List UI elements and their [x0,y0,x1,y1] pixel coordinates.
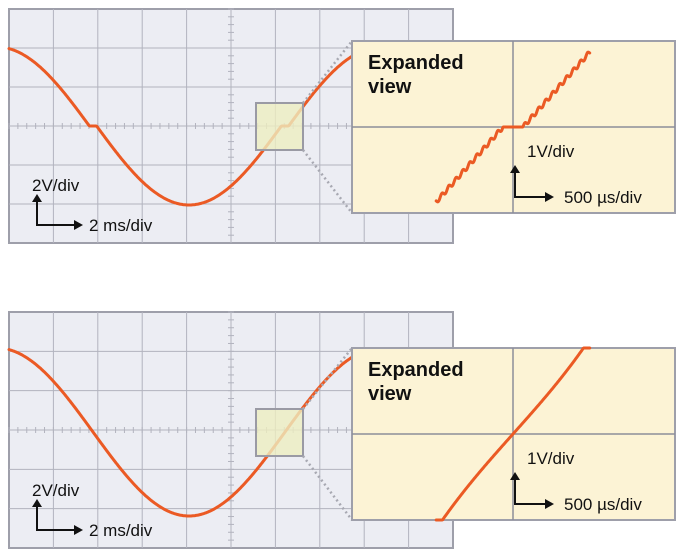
expanded-waveform-trace [434,50,592,204]
zoom-right-arrow-icon [545,192,554,202]
zoom-up-arrow-icon [510,165,520,173]
expanded-view-window: Expanded view 1V/div 500 µs/div [351,40,676,214]
bottom-oscilloscope-panel: 2V/div 2 ms/div Expanded view 1V/div 500… [7,311,676,549]
horizontal-scale-label: 2 ms/div [89,216,153,235]
main-scale-indicator: 2V/div 2 ms/div [32,481,153,540]
main-scale-indicator: 2V/div 2 ms/div [32,176,153,235]
zoom-leader-line-bottom [302,149,353,214]
zoom-vertical-scale-label: 1V/div [527,142,575,161]
right-arrow-icon [74,220,83,230]
zoom-up-arrow-icon [510,472,520,480]
expanded-view-title-line2: view [368,383,412,405]
zoom-region-box [255,408,304,457]
vertical-scale-label: 2V/div [32,176,80,195]
up-arrow-icon [32,499,42,507]
expanded-view-window: Expanded view 1V/div 500 µs/div [351,346,676,522]
zoom-leader-line-top [302,40,353,104]
expanded-view-title: Expanded [368,52,464,74]
top-oscilloscope-panel: 2V/div 2 ms/div Expanded view 1V/div 500… [7,8,676,244]
zoom-region-box [255,102,304,151]
zoom-leader-line-bottom [302,455,353,521]
zoom-horizontal-scale-label: 500 µs/div [564,495,642,514]
horizontal-scale-label: 2 ms/div [89,521,153,540]
right-arrow-icon [74,525,83,535]
expanded-view-title: Expanded [368,359,464,381]
zoom-vertical-scale-label: 1V/div [527,449,575,468]
up-arrow-icon [32,194,42,202]
vertical-scale-label: 2V/div [32,481,80,500]
zoom-horizontal-scale-label: 500 µs/div [564,188,642,207]
zoom-right-arrow-icon [545,499,554,509]
expanded-view-title-line2: view [368,76,412,98]
zoom-leader-line-top [302,347,353,410]
expanded-waveform-trace [434,346,592,522]
